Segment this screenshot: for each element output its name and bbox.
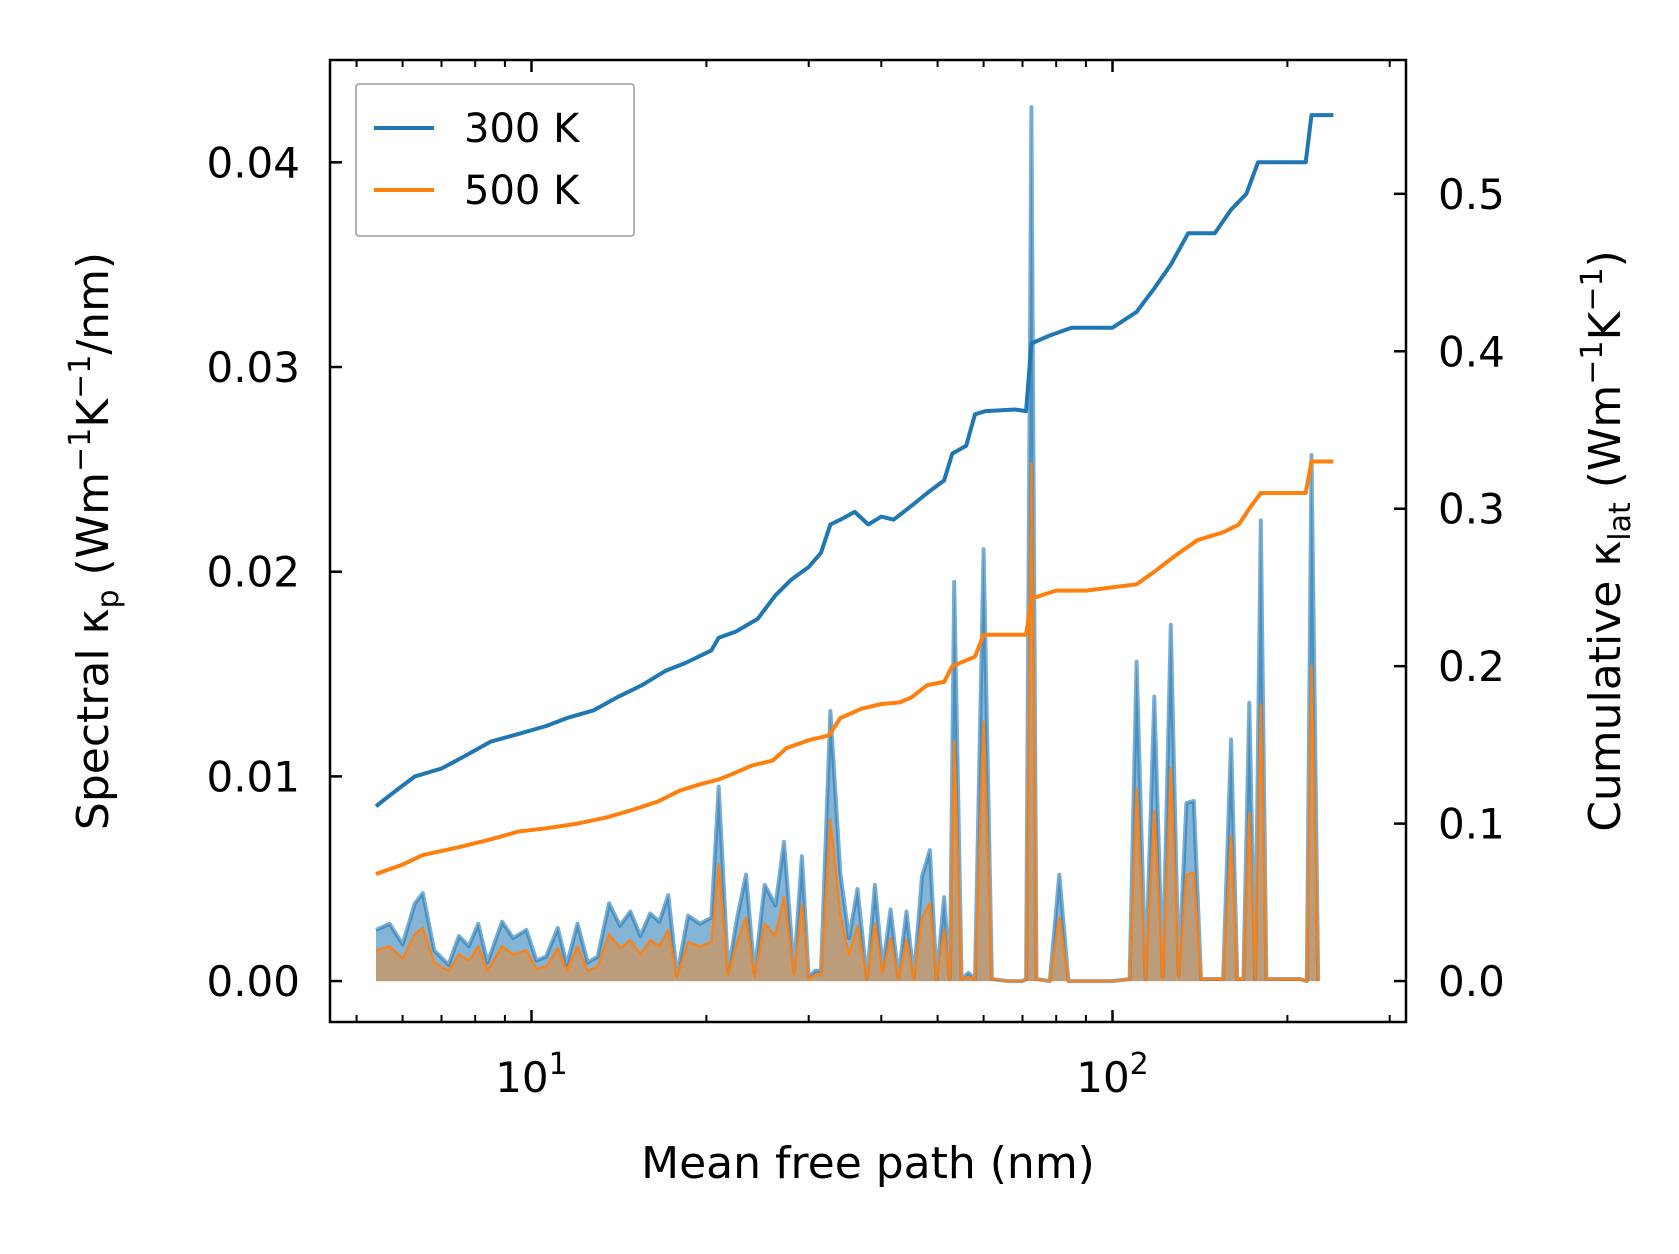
plot-frame — [328, 58, 1408, 1024]
cumulative-line-500k — [375, 459, 1334, 876]
legend-label: 500 K — [464, 168, 581, 214]
spectral-line-300k — [375, 105, 1321, 984]
y-axis-left-title: Spectral κp (Wm−1K−1/nm) — [63, 252, 126, 830]
x-axis-title: Mean free path (nm) — [641, 1138, 1095, 1189]
y-right-tick-label: 0.4 — [1438, 327, 1505, 376]
y-left-tick-label: 0.03 — [206, 343, 300, 392]
ticks-layer: 0.00 0.01 0.02 0.03 0.04 0.0 0.1 0.2 0.3 0.4 0.5 10… — [206, 60, 1505, 1102]
legend-label: 300 K — [464, 106, 581, 152]
y-left-tick-label: 0.04 — [206, 138, 300, 187]
y-left-tick-label: 0.01 — [206, 752, 300, 801]
y-right-tick-label: 0.3 — [1438, 485, 1505, 534]
spectral-fill-layer — [375, 105, 1321, 984]
y-right-tick-label: 0.2 — [1438, 642, 1505, 691]
legend: 300 K 500 K — [355, 83, 635, 237]
x-tick-label: 101 — [495, 1047, 568, 1102]
y-right-tick-label: 0.1 — [1438, 800, 1505, 849]
y-left-tick-label: 0.00 — [206, 957, 300, 1006]
spectral-line-500k — [375, 461, 1320, 983]
cumulative-lines-layer — [374, 113, 1334, 876]
legend-box — [355, 83, 635, 237]
y-left-tick-label: 0.02 — [206, 548, 300, 597]
x-tick-label: 102 — [1076, 1047, 1149, 1102]
y-right-tick-label: 0.0 — [1438, 957, 1505, 1006]
y-right-tick-label: 0.5 — [1438, 170, 1505, 219]
cumulative-line-300k — [374, 113, 1334, 808]
y-axis-right-title: Cumulative κlat (Wm−1K−1) — [1575, 250, 1638, 832]
